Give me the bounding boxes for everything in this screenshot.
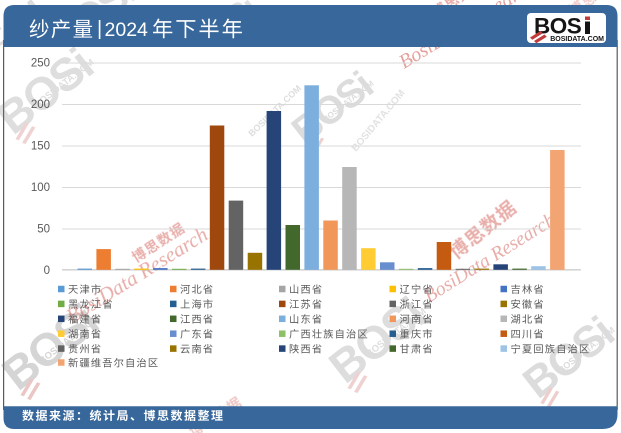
svg-text:2024: 2024 [105, 19, 149, 41]
svg-text:50: 50 [37, 224, 50, 236]
svg-text:BOS: BOS [534, 14, 582, 39]
svg-text:150: 150 [31, 141, 50, 153]
svg-text:BOSIDATA.COM: BOSIDATA.COM [550, 36, 604, 43]
svg-text:0: 0 [44, 265, 50, 277]
svg-text:200: 200 [31, 99, 50, 111]
svg-text:100: 100 [31, 182, 50, 194]
svg-text:250: 250 [31, 58, 50, 70]
svg-text:|: | [97, 18, 102, 40]
